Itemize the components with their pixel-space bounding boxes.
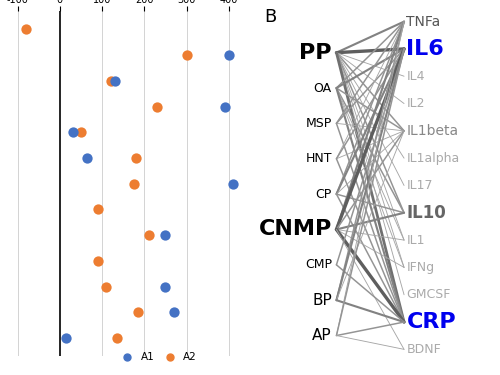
Text: IL1alpha: IL1alpha	[406, 152, 460, 165]
Text: IL6: IL6	[406, 39, 444, 59]
Text: IL2: IL2	[406, 97, 425, 110]
Point	[102, 284, 110, 290]
Point	[94, 258, 102, 264]
Text: HNT: HNT	[306, 152, 332, 165]
Text: IL10: IL10	[406, 204, 446, 222]
Point	[224, 52, 232, 58]
Text: AP: AP	[312, 328, 332, 343]
Text: B: B	[264, 8, 276, 26]
Point	[68, 129, 76, 135]
Point	[144, 232, 152, 238]
Point	[77, 129, 85, 135]
Point	[106, 78, 114, 84]
Point	[153, 104, 161, 110]
Legend: A1, A2: A1, A2	[112, 348, 202, 367]
Text: CMP: CMP	[305, 258, 332, 272]
Text: CNMP: CNMP	[258, 219, 332, 240]
Text: CRP: CRP	[406, 312, 456, 332]
Point	[22, 26, 30, 32]
Point	[94, 207, 102, 213]
Point	[132, 155, 140, 161]
Text: IFNg: IFNg	[406, 261, 434, 274]
Text: IL17: IL17	[406, 179, 433, 192]
Text: CP: CP	[316, 188, 332, 201]
Point	[130, 181, 138, 187]
Text: BP: BP	[312, 292, 332, 308]
Point	[182, 52, 190, 58]
Point	[84, 155, 92, 161]
Point	[134, 309, 142, 315]
Text: BDNF: BDNF	[406, 343, 441, 356]
Point	[113, 335, 121, 341]
Text: IL1beta: IL1beta	[406, 124, 459, 138]
Point	[220, 104, 228, 110]
Text: TNFa: TNFa	[406, 15, 440, 28]
Point	[170, 309, 178, 315]
Point	[162, 284, 170, 290]
Text: OA: OA	[314, 81, 332, 94]
Point	[111, 78, 119, 84]
Point	[62, 335, 70, 341]
Text: GMCSF: GMCSF	[406, 288, 451, 301]
Text: PP: PP	[300, 43, 332, 63]
Point	[229, 181, 237, 187]
Point	[162, 232, 170, 238]
Text: IL4: IL4	[406, 70, 425, 83]
Text: IL1: IL1	[406, 234, 425, 247]
Text: MSP: MSP	[306, 117, 332, 130]
